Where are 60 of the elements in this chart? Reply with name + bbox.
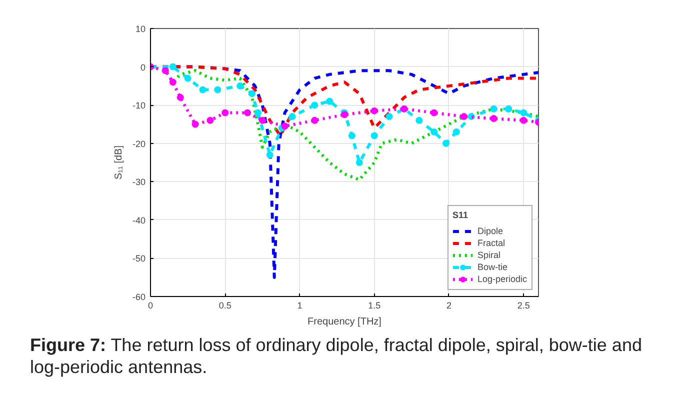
point: [169, 78, 176, 86]
point: [254, 109, 262, 116]
point: [370, 132, 378, 140]
point: [430, 128, 438, 136]
point: [356, 159, 363, 166]
point: [442, 140, 450, 147]
caption: Figure 7: The return loss of ordinary dipole, fractal dipole, spiral, bow-tie and log-periodic antennas.: [30, 335, 643, 378]
point: [184, 74, 192, 82]
point: [169, 63, 176, 70]
x-tick-label: 1: [297, 300, 302, 310]
point: [162, 67, 169, 74]
point: [311, 116, 318, 124]
point: [244, 109, 251, 116]
y-axis-title: S₁₁ [dB]: [113, 145, 124, 180]
y-tick-label: -30: [132, 177, 146, 188]
point: [520, 116, 528, 124]
point: [370, 107, 378, 114]
y-tick-label: -50: [132, 254, 146, 264]
y-tick-label: 0: [140, 62, 146, 72]
point: [206, 116, 214, 124]
point: [490, 114, 498, 122]
x-tick-label: 2: [446, 300, 452, 310]
point: [236, 82, 244, 90]
point: [505, 105, 512, 112]
point: [176, 94, 184, 101]
x-tick-label: 0: [148, 300, 154, 310]
x-axis-title: Frequency [THz]: [308, 316, 382, 328]
point: [490, 105, 498, 112]
legend-label: Bow-tie: [477, 261, 508, 273]
legend-label: Fractal: [477, 237, 505, 249]
point: [430, 109, 438, 116]
point: [192, 120, 199, 128]
legend-title: S11: [452, 210, 469, 220]
y-tick-label: -60: [132, 292, 146, 302]
point: [222, 109, 229, 116]
point: [266, 151, 274, 158]
y-tick-label: -40: [132, 215, 146, 226]
point: [460, 113, 468, 120]
legend-label: Log-periodic: [477, 273, 527, 285]
point: [214, 86, 222, 94]
legend-label: Spiral: [477, 249, 500, 261]
point: [248, 90, 256, 98]
y-tick-label: -20: [132, 138, 146, 149]
x-tick-label: 1.5: [368, 300, 381, 310]
point: [199, 86, 206, 94]
x-tick-label: 2.5: [517, 300, 530, 310]
point: [348, 132, 356, 140]
legend-label: Dipole: [477, 225, 503, 237]
point: [258, 116, 266, 124]
point: [288, 113, 296, 120]
point: [452, 128, 460, 136]
y-tick-label: -10: [132, 100, 146, 111]
y-tick-label: 10: [135, 24, 146, 34]
point: [386, 113, 393, 120]
point: [281, 122, 288, 130]
point: [520, 109, 528, 116]
point: [326, 98, 334, 105]
x-tick-label: 0.5: [218, 300, 232, 310]
point: [416, 116, 423, 124]
point: [311, 102, 318, 109]
